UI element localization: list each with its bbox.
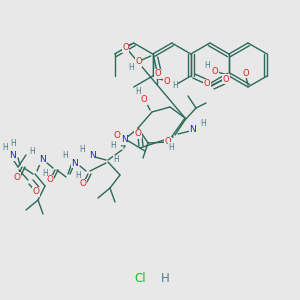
Text: H: H (135, 88, 141, 97)
Text: O: O (134, 130, 142, 139)
Text: O: O (122, 44, 129, 52)
Text: O: O (243, 68, 249, 77)
Text: O: O (80, 179, 86, 188)
Text: O: O (135, 58, 142, 67)
Text: H: H (79, 146, 85, 154)
Text: H: H (2, 142, 8, 152)
Text: H: H (128, 64, 134, 73)
Text: H: H (113, 155, 119, 164)
Text: O: O (141, 95, 147, 104)
Text: H: H (200, 118, 206, 127)
Text: H: H (75, 170, 81, 179)
Text: O: O (113, 131, 121, 140)
Text: O: O (165, 137, 171, 146)
Text: O: O (212, 67, 218, 76)
Text: N: N (72, 158, 78, 167)
Text: N: N (39, 155, 45, 164)
Text: O: O (164, 76, 170, 85)
Text: N: N (121, 136, 128, 145)
Text: Cl: Cl (134, 272, 146, 284)
Text: H: H (168, 142, 174, 152)
Text: H: H (62, 151, 68, 160)
Text: O: O (203, 80, 210, 88)
Text: O: O (154, 70, 161, 79)
Text: H: H (172, 82, 178, 91)
Text: O: O (46, 176, 53, 184)
Text: N: N (120, 136, 126, 145)
Text: O: O (14, 172, 20, 182)
Text: O: O (223, 74, 229, 83)
Text: N: N (190, 125, 196, 134)
Text: H: H (204, 61, 210, 70)
Text: O: O (32, 188, 40, 196)
Text: H: H (110, 142, 116, 151)
Text: N: N (10, 152, 16, 160)
Text: H: H (29, 148, 35, 157)
Text: H: H (42, 169, 48, 178)
Text: H: H (10, 140, 16, 148)
Text: H: H (160, 272, 169, 284)
Text: N: N (88, 152, 95, 160)
